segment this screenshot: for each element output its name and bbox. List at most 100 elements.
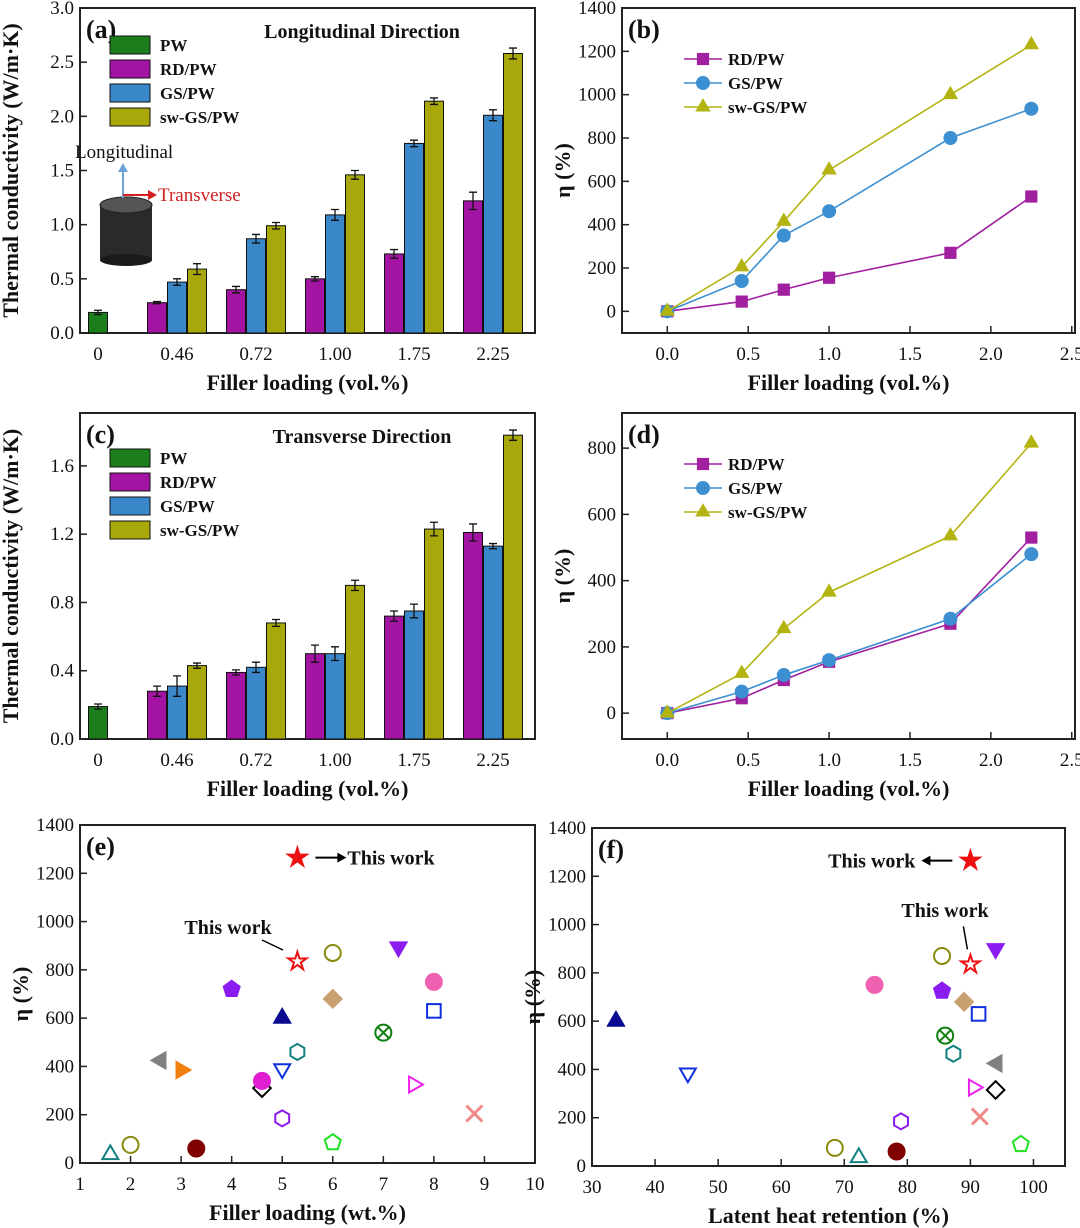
scatter-point-star <box>285 844 310 869</box>
data-point-GS/PW <box>822 204 837 219</box>
scatter-point-pentagon <box>1011 1134 1031 1153</box>
data-point-sw-GS/PW <box>942 527 959 541</box>
legend-swatch <box>109 107 151 127</box>
y-tick-label: 1400 <box>36 815 74 836</box>
data-point-sw-GS/PW <box>734 664 750 678</box>
scatter-point-circle <box>933 946 952 965</box>
data-point-GS/PW <box>1024 547 1039 562</box>
y-tick-label: 0.0 <box>50 729 74 750</box>
scatter-point-triangle-up <box>849 1146 869 1164</box>
scatter-point-triangle-up <box>100 1143 121 1161</box>
scatter-point-triangle-right <box>967 1077 985 1098</box>
series-line-sw-GS/PW <box>666 44 1032 313</box>
x-tick-label: 0.0 <box>655 750 679 771</box>
data-point-sw-GS/PW <box>821 161 837 175</box>
y-tick-label: 1000 <box>36 912 74 933</box>
direction-annotation: Longitudinal Direction <box>264 21 460 43</box>
bar-sw-GS/PW <box>266 622 286 740</box>
scatter-point-triangle-up <box>606 1009 626 1027</box>
legend-marker <box>695 98 711 112</box>
x-tick-label: 70 <box>835 1177 854 1198</box>
x-tick-label: 2.5 <box>1060 344 1080 365</box>
error-bar <box>331 208 339 221</box>
data-point-sw-GS/PW <box>821 583 837 597</box>
bar-GS/PW <box>325 653 345 740</box>
x-tick-label: 4 <box>227 1174 237 1195</box>
y-tick-label: 0.8 <box>50 592 74 613</box>
data-point-GS/PW <box>943 611 958 626</box>
error-bar <box>390 248 398 259</box>
y-tick-label: 0 <box>577 1156 587 1177</box>
scatter-point-circle <box>424 972 443 991</box>
y-tick-label: 0.4 <box>50 661 74 682</box>
error-bar <box>509 47 517 60</box>
data-point-RD/PW <box>944 246 957 259</box>
scatter-point-circle <box>825 1138 844 1157</box>
x-tick-label: 1.5 <box>898 750 922 771</box>
x-tick-label: 1.75 <box>397 344 430 365</box>
this-work-label: This work <box>184 917 272 939</box>
legend-marker <box>696 457 710 471</box>
bar-sw-GS/PW <box>424 100 444 334</box>
error-bar <box>272 221 280 230</box>
legend-marker <box>696 76 710 90</box>
y-tick-label: 1.5 <box>50 161 74 182</box>
legend-swatch <box>109 59 151 79</box>
y-tick-label: 1400 <box>578 0 616 19</box>
bar-RD/PW <box>226 289 246 334</box>
bar-RD/PW <box>305 278 325 334</box>
scatter-point-circle <box>121 1135 140 1154</box>
y-tick-label: 400 <box>588 215 617 236</box>
legend-marker <box>695 503 711 517</box>
error-bar <box>410 603 418 619</box>
error-bar <box>351 169 359 180</box>
scatter-point-square <box>970 1006 987 1022</box>
x-tick-label: 10 <box>526 1174 545 1195</box>
x-tick-label: 5 <box>277 1174 287 1195</box>
arrow-head <box>921 855 931 866</box>
y-tick-label: 2.0 <box>50 106 74 127</box>
error-bar <box>173 675 181 697</box>
data-point-RD/PW <box>777 283 790 296</box>
y-tick-label: 200 <box>558 1108 587 1129</box>
bar-PW <box>88 311 108 334</box>
bar-sw-GS/PW <box>345 584 365 740</box>
data-point-GS/PW <box>776 228 791 243</box>
legend-label: RD/PW <box>160 60 217 79</box>
x-axis-label: Filler loading (wt.%) <box>209 1200 406 1225</box>
scatter-point-hexagon <box>274 1109 291 1128</box>
panel-b: 0 200 400 600 800 1000 1200 1400 Filler loading … <box>550 0 1080 395</box>
scatter-point-triangle-down <box>272 1063 292 1081</box>
x-tick-label: 1.00 <box>318 344 351 365</box>
y-tick-label: 1200 <box>36 863 74 884</box>
error-bar <box>311 644 319 663</box>
scatter-point-triangle-down <box>985 943 1006 960</box>
x-tick-label: 7 <box>379 1174 389 1195</box>
bar-RD/PW <box>384 615 404 740</box>
legend-label: sw-GS/PW <box>728 503 807 522</box>
x-tick-label: 9 <box>480 1174 490 1195</box>
error-bar <box>272 618 280 628</box>
scatter-point-star <box>285 948 310 972</box>
y-tick-label: 200 <box>588 637 617 658</box>
this-work-label: This work <box>828 851 916 873</box>
y-tick-label: 1.0 <box>50 215 74 236</box>
scatter-point-x <box>970 1107 989 1126</box>
y-tick-label: 600 <box>46 1008 75 1029</box>
y-tick-label: 200 <box>588 258 617 279</box>
arrow-right-head <box>148 190 157 200</box>
scatter-point-circle <box>887 1142 906 1161</box>
x-tick-label: 2.25 <box>476 750 509 771</box>
scatter-point-star <box>958 951 983 975</box>
inset-transverse-label: Transverse <box>158 185 241 206</box>
series-line-RD/PW <box>667 537 1032 714</box>
x-tick-label: 0.0 <box>655 344 679 365</box>
x-axis-label: Filler loading (vol.%) <box>748 776 950 801</box>
scatter-point-circle <box>253 1071 271 1090</box>
bar-sw-GS/PW <box>503 434 523 740</box>
error-bar <box>252 233 260 244</box>
error-bar <box>153 300 161 305</box>
cylinder-body <box>100 205 152 260</box>
y-tick-label: 1200 <box>578 41 616 62</box>
